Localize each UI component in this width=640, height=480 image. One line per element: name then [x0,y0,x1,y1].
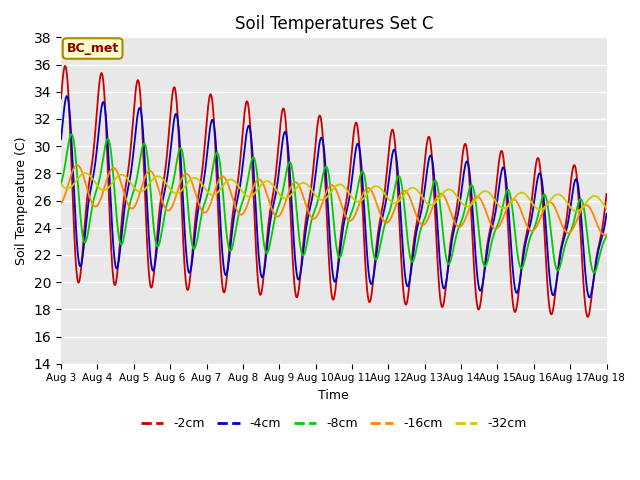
Text: BC_met: BC_met [67,42,119,55]
Y-axis label: Soil Temperature (C): Soil Temperature (C) [15,136,28,265]
Title: Soil Temperatures Set C: Soil Temperatures Set C [234,15,433,33]
X-axis label: Time: Time [319,389,349,402]
Legend: -2cm, -4cm, -8cm, -16cm, -32cm: -2cm, -4cm, -8cm, -16cm, -32cm [136,412,532,435]
